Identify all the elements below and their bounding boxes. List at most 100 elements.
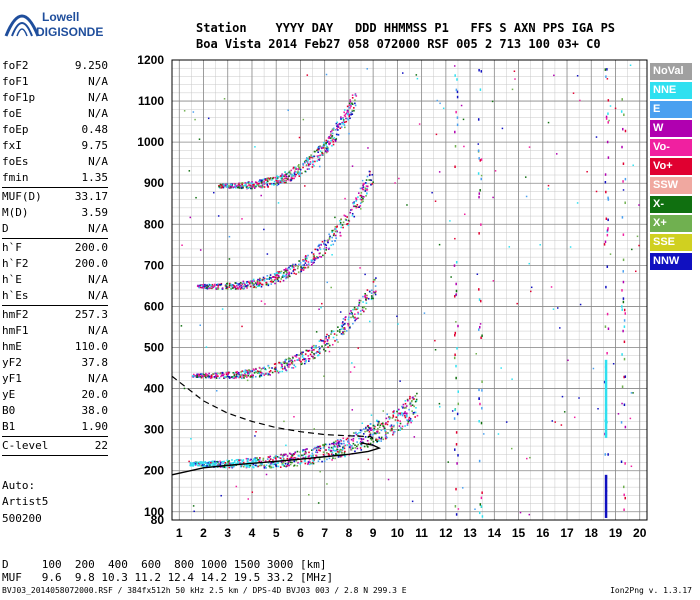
echo-point	[405, 412, 408, 415]
echo-point	[298, 175, 301, 177]
echo-point	[247, 187, 250, 189]
interference-column	[604, 359, 608, 438]
echo-point	[262, 457, 265, 460]
echo-point	[330, 139, 332, 142]
echo-point	[243, 374, 245, 377]
echo-point	[219, 462, 222, 464]
echo-point	[404, 412, 407, 415]
echo-point	[250, 185, 253, 188]
echo-point	[315, 449, 318, 452]
echo-point	[204, 461, 206, 463]
echo-point	[246, 464, 249, 467]
echo-point	[348, 220, 351, 222]
noise-point	[334, 216, 336, 219]
noise-point	[401, 72, 404, 74]
echo-point	[259, 457, 261, 459]
echo-point	[270, 277, 272, 279]
echo-point	[414, 416, 416, 418]
noise-point	[319, 165, 321, 168]
echo-point	[396, 410, 398, 413]
echo-point	[284, 270, 286, 273]
echo-point	[291, 363, 294, 365]
echo-point	[194, 461, 196, 464]
echo-point	[303, 264, 305, 266]
param-value: 38.0	[81, 404, 109, 417]
interference-point	[479, 189, 481, 192]
echo-point	[320, 147, 323, 150]
echo-point	[204, 283, 206, 286]
echo-point	[253, 187, 256, 189]
echo-point	[346, 216, 348, 218]
echo-point	[369, 442, 372, 445]
echo-point	[286, 172, 289, 175]
interference-point	[480, 158, 483, 161]
echo-point	[349, 211, 352, 214]
echo-point	[335, 453, 338, 456]
echo-point	[273, 180, 276, 183]
echo-point	[274, 457, 277, 460]
echo-point	[300, 363, 303, 366]
echo-point	[260, 460, 262, 463]
echo-point	[218, 463, 220, 465]
param-value: 9.75	[81, 139, 109, 152]
echo-point	[356, 441, 358, 443]
echo-point	[273, 363, 276, 365]
echo-point	[291, 177, 294, 180]
echo-point	[311, 166, 314, 168]
noise-point	[609, 105, 612, 107]
echo-point	[250, 458, 252, 461]
interference-point	[621, 385, 624, 388]
param-row: foEs N/A	[2, 154, 108, 170]
echo-point	[351, 102, 353, 105]
echo-point	[357, 312, 360, 315]
interference-point	[622, 180, 624, 183]
echo-point	[288, 175, 290, 178]
echo-point	[274, 273, 276, 276]
profile-dashed-line	[171, 375, 379, 443]
noise-point	[561, 395, 564, 398]
echo-point	[231, 459, 233, 461]
echo-point	[341, 452, 343, 454]
echo-point	[325, 143, 327, 146]
echo-point	[194, 374, 197, 377]
echo-point	[281, 370, 284, 373]
echo-point	[349, 99, 351, 101]
echo-point	[359, 437, 362, 440]
echo-point	[327, 248, 330, 250]
echo-point	[211, 284, 213, 287]
x-tick-label: 6	[297, 526, 304, 540]
echo-point	[292, 454, 294, 456]
echo-point	[366, 444, 368, 447]
interference-point	[624, 129, 627, 133]
interference-point	[624, 375, 627, 378]
echo-point	[251, 374, 253, 376]
echo-point	[332, 446, 335, 448]
echo-point	[272, 459, 274, 461]
echo-point	[322, 453, 325, 456]
echo-point	[384, 427, 386, 430]
echo-point	[294, 355, 296, 357]
echo-point	[280, 278, 283, 280]
echo-point	[276, 177, 279, 179]
echo-point	[385, 422, 387, 424]
echo-point	[364, 187, 367, 190]
interference-point	[454, 333, 456, 337]
echo-point	[365, 194, 367, 197]
echo-point	[266, 372, 268, 375]
echo-point	[336, 450, 339, 453]
echo-point	[261, 283, 264, 286]
echo-point	[278, 361, 281, 364]
echo-point	[309, 461, 311, 463]
noise-point	[406, 422, 409, 425]
profile-lines	[171, 375, 382, 476]
interference-point	[455, 364, 457, 368]
echo-point	[346, 437, 349, 440]
param-label: h`F	[2, 241, 22, 254]
echo-point	[190, 463, 193, 466]
echo-point	[318, 458, 321, 460]
echo-point	[311, 259, 314, 262]
echo-point	[254, 457, 257, 459]
echo-point	[205, 462, 207, 464]
noise-point	[547, 121, 550, 124]
echo-point	[266, 283, 269, 285]
